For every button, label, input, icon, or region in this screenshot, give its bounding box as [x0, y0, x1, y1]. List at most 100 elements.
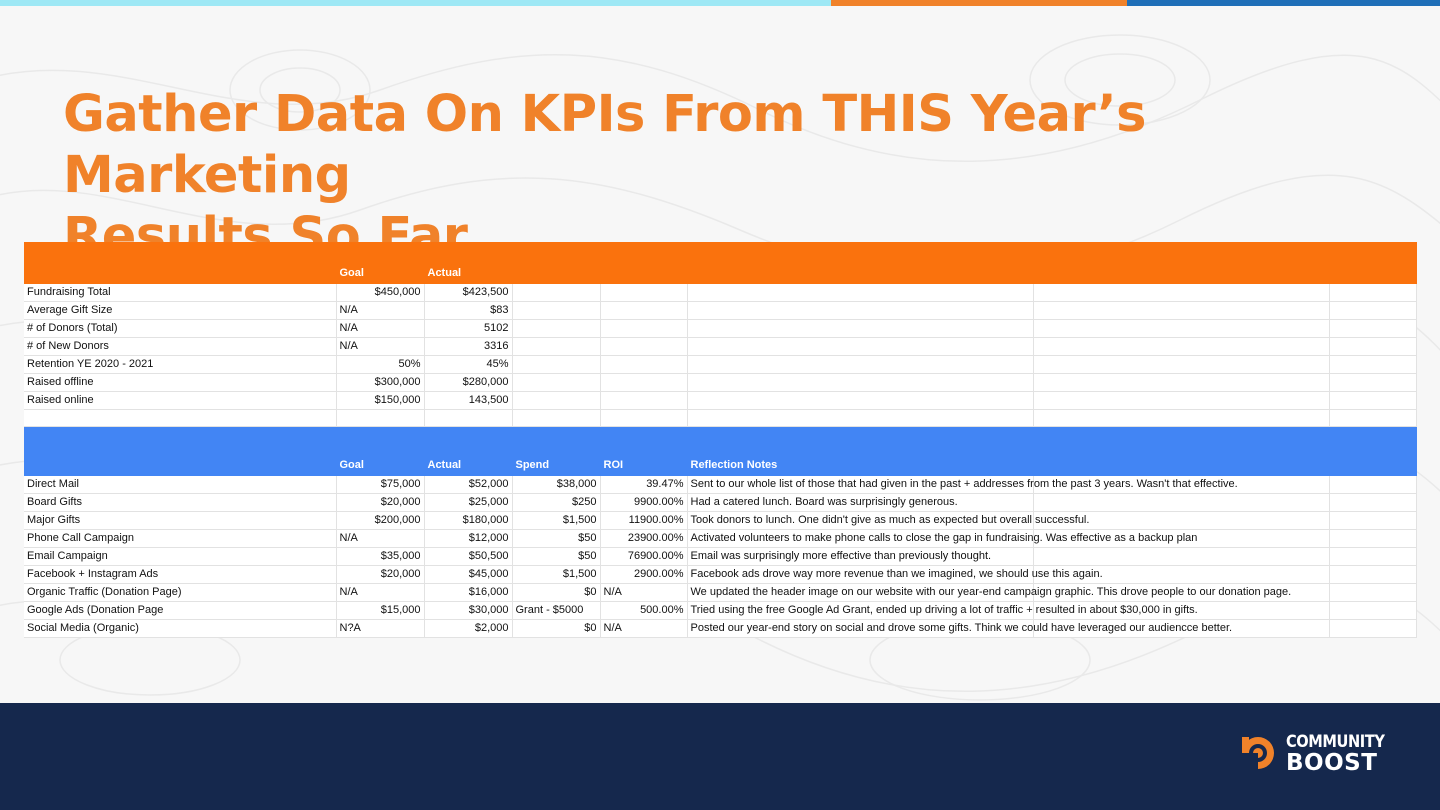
table-cell	[1329, 373, 1417, 392]
logo-wordmark: COMMUNITY BOOST	[1286, 733, 1401, 775]
table-cell	[1033, 355, 1330, 374]
table-cell: Actual	[424, 242, 513, 284]
table-cell: # of New Donors	[24, 337, 337, 356]
table-cell: Email Campaign	[24, 547, 337, 566]
table-cell: N/A	[600, 619, 688, 638]
table-cell: $300,000	[336, 373, 425, 392]
table-cell	[1329, 319, 1417, 338]
table-cell: 9900.00%	[600, 493, 688, 512]
table-cell	[600, 391, 688, 410]
table-row: Google Ads (Donation Page $15,000 $30,000 G…	[24, 601, 1417, 620]
table-cell	[1033, 337, 1330, 356]
table-cell: Had a catered lunch. Board was surprisin…	[687, 493, 1034, 512]
table-cell	[512, 391, 601, 410]
table-cell: $2,000	[424, 619, 513, 638]
table-cell: 39.47%	[600, 475, 688, 494]
table-cell: N/A	[336, 529, 425, 548]
slide-title-line-1: Gather Data On KPIs From THIS Year’s Mar…	[63, 85, 1147, 205]
table-row: Email Campaign $35,000 $50,500 $50 76900.00%…	[24, 547, 1417, 566]
table-cell	[600, 301, 688, 320]
table-cell: $52,000	[424, 475, 513, 494]
table-cell: # of Donors (Total)	[24, 319, 337, 338]
table-cell: Fundraising Total	[24, 283, 337, 302]
table-cell: 23900.00%	[600, 529, 688, 548]
table-cell: $1,500	[512, 565, 601, 584]
table-cell: Major Gifts	[24, 511, 337, 530]
table-cell: 2900.00%	[600, 565, 688, 584]
top-bar-segment-blue	[1127, 0, 1440, 6]
table-cell	[1329, 355, 1417, 374]
top-bar-segment-orange	[831, 0, 1127, 6]
table-cell	[1033, 583, 1330, 602]
table-cell	[1033, 319, 1330, 338]
table-cell: $20,000	[336, 565, 425, 584]
table-cell: $50	[512, 529, 601, 548]
table-cell	[600, 283, 688, 302]
table-cell	[600, 242, 688, 284]
top-bar-segment-cyan	[0, 0, 831, 6]
table-cell: $20,000	[336, 493, 425, 512]
table-cell: Retention YE 2020 - 2021	[24, 355, 337, 374]
table-cell	[1033, 475, 1330, 494]
table-cell	[600, 319, 688, 338]
table-cell: 143,500	[424, 391, 513, 410]
table-cell	[1329, 619, 1417, 638]
table-cell: Board Gifts	[24, 493, 337, 512]
table-cell	[600, 373, 688, 392]
table-cell	[1033, 619, 1330, 638]
table-cell	[24, 409, 337, 427]
table-cell: $35,000	[336, 547, 425, 566]
community-boost-logo: COMMUNITY BOOST	[1240, 733, 1410, 775]
table-cell	[1033, 373, 1330, 392]
table-spacer-row	[24, 409, 1417, 427]
table-cell: $45,000	[424, 565, 513, 584]
table-cell	[512, 301, 601, 320]
table-cell	[1329, 283, 1417, 302]
table-cell: N/A	[336, 583, 425, 602]
table-cell: $450,000	[336, 283, 425, 302]
table-cell	[687, 355, 1034, 374]
table-cell	[687, 373, 1034, 392]
table-cell: Average Gift Size	[24, 301, 337, 320]
table-cell	[687, 319, 1034, 338]
table-cell: $0	[512, 583, 601, 602]
kpi-table: Goal Actual Fundraising Total $450,000 $423,…	[24, 242, 1417, 638]
table-cell	[600, 355, 688, 374]
table-cell: N/A	[336, 319, 425, 338]
table-cell	[24, 242, 337, 284]
table-row: Social Media (Organic) N?A $2,000 $0 N/A Post…	[24, 619, 1417, 638]
table-cell: 76900.00%	[600, 547, 688, 566]
table-row: Major Gifts $200,000 $180,000 $1,500 11900.0…	[24, 511, 1417, 530]
table-cell	[687, 409, 1034, 427]
table-cell	[24, 426, 337, 476]
table-row: # of Donors (Total) N/A 5102	[24, 319, 1417, 338]
table-cell	[1329, 547, 1417, 566]
table-row: Facebook + Instagram Ads $20,000 $45,000 $1…	[24, 565, 1417, 584]
table-cell	[336, 409, 425, 427]
table-cell	[1033, 547, 1330, 566]
table-cell	[512, 373, 601, 392]
table-header-row: Goal Actual Spend ROI Reflection Notes	[24, 426, 1417, 476]
table-cell: $50,500	[424, 547, 513, 566]
table-cell: Social Media (Organic)	[24, 619, 337, 638]
table-cell: 50%	[336, 355, 425, 374]
table-row: Board Gifts $20,000 $25,000 $250 9900.00% Had…	[24, 493, 1417, 512]
table-cell	[512, 283, 601, 302]
table-cell: Took donors to lunch. One didn't give as…	[687, 511, 1089, 530]
table-cell	[1033, 601, 1330, 620]
table-cell	[687, 242, 1034, 284]
table-cell	[687, 391, 1034, 410]
table-cell: $180,000	[424, 511, 513, 530]
table-cell	[687, 283, 1034, 302]
table-cell: $1,500	[512, 511, 601, 530]
table-cell	[687, 337, 1034, 356]
table-header-row: Goal Actual	[24, 242, 1417, 284]
table-cell	[1033, 283, 1330, 302]
table-cell: Grant - $5000	[512, 601, 601, 620]
table-cell: $0	[512, 619, 601, 638]
table-cell	[1329, 337, 1417, 356]
table-cell: ROI	[600, 426, 688, 476]
table-cell: Raised offline	[24, 373, 337, 392]
table-cell: $250	[512, 493, 601, 512]
table-cell: Direct Mail	[24, 475, 337, 494]
